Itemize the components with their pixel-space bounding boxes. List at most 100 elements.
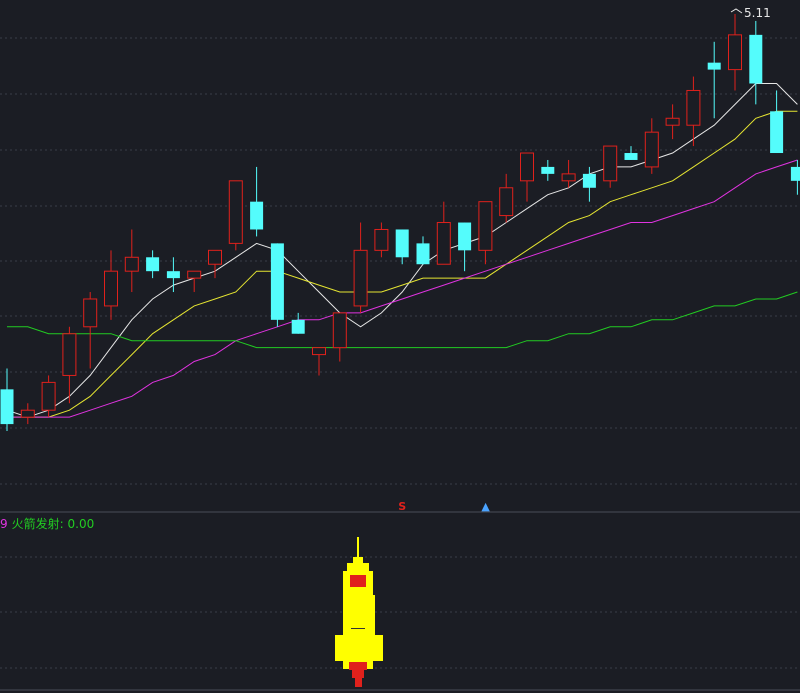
- rocket-window: [350, 575, 366, 587]
- rocket-icon: [335, 537, 383, 687]
- ma-line-0: [6, 83, 798, 418]
- indicator-number: 9: [0, 517, 8, 531]
- candle-11: [228, 180, 243, 251]
- candle-17: [353, 222, 368, 313]
- candle-6: [124, 229, 139, 293]
- candle-18: [374, 222, 389, 258]
- candle-body: [332, 312, 347, 349]
- ma-line-3: [7, 291, 798, 349]
- candle-body: [665, 117, 680, 126]
- candle-22: [458, 222, 472, 272]
- candle-body: [541, 166, 555, 174]
- candle-21: [436, 201, 451, 265]
- candle-0: [0, 368, 14, 432]
- candle-body: [124, 256, 139, 272]
- candle-28: [582, 166, 596, 202]
- candle-body: [582, 173, 596, 188]
- candle-14: [291, 312, 305, 334]
- candle-31: [644, 118, 659, 174]
- grid-lines: [0, 37, 800, 669]
- candle-body: [395, 229, 409, 258]
- candle-34: [707, 41, 721, 119]
- candle-29: [603, 145, 618, 188]
- signal-marker-0: S: [398, 500, 407, 513]
- candle-body: [728, 34, 742, 71]
- candle-body: [291, 319, 305, 334]
- moving-average-lines: [6, 83, 798, 418]
- candle-body: [208, 249, 222, 265]
- peak-price-label: 5.11: [744, 6, 771, 20]
- candle-body: [374, 228, 389, 251]
- candle-13: [270, 243, 284, 327]
- candle-body: [499, 187, 514, 217]
- signal-marker-1: ▲: [481, 500, 490, 513]
- candle-body: [644, 131, 659, 168]
- candle-body: [561, 173, 576, 182]
- rocket-fins: [335, 635, 383, 661]
- indicator-legend: 9 火箭发射: 0.00: [0, 515, 98, 532]
- candle-35: [728, 14, 742, 91]
- candle-33: [686, 76, 701, 147]
- candle-36: [749, 20, 763, 105]
- candle-5: [104, 250, 118, 320]
- candle-2: [41, 375, 56, 418]
- rocket-flame-tip: [355, 678, 362, 687]
- candle-7: [146, 250, 160, 279]
- ma-line-1: [7, 110, 798, 418]
- candle-37: [770, 90, 784, 154]
- candle-body: [20, 409, 35, 418]
- candle-body: [166, 271, 180, 279]
- rocket-antenna: [357, 537, 359, 557]
- candle-26: [541, 159, 555, 181]
- candle-8: [166, 257, 180, 293]
- candles: [0, 8, 800, 432]
- candle-body: [624, 153, 638, 160]
- candle-body: [686, 89, 701, 126]
- indicator-value: : 0.00: [59, 517, 95, 531]
- candle-body: [104, 270, 118, 307]
- candle-body: [353, 249, 368, 307]
- candle-body: [749, 34, 763, 84]
- candle-9: [187, 270, 202, 293]
- candle-4: [83, 292, 98, 369]
- candle-body: [478, 201, 493, 251]
- peak-pointer: [730, 8, 743, 14]
- candle-body: [458, 222, 472, 251]
- candle-25: [520, 152, 534, 202]
- candle-38: [790, 159, 800, 195]
- rocket-nose-tip: [353, 557, 363, 563]
- candle-24: [499, 173, 514, 223]
- candle-body: [707, 62, 721, 70]
- rocket-seam: [351, 628, 365, 629]
- rocket-flame-mid: [352, 670, 364, 678]
- candle-body: [770, 111, 784, 154]
- candle-body: [62, 333, 77, 376]
- candle-20: [416, 236, 430, 265]
- candle-1: [20, 403, 35, 425]
- candle-body: [187, 270, 202, 279]
- candle-body: [146, 257, 160, 272]
- candle-10: [208, 249, 222, 279]
- candle-body: [41, 381, 56, 411]
- indicator-name: 火箭发射: [11, 517, 60, 531]
- candle-19: [395, 229, 409, 265]
- candle-12: [250, 166, 264, 237]
- candle-body: [436, 222, 451, 265]
- candle-body: [520, 152, 534, 182]
- candle-32: [665, 104, 680, 140]
- candle-23: [478, 201, 493, 265]
- candle-body: [83, 298, 98, 328]
- candle-body: [270, 243, 284, 320]
- candle-body: [0, 389, 14, 425]
- candle-16: [332, 312, 347, 362]
- candle-body: [603, 145, 618, 182]
- candle-body: [790, 166, 800, 181]
- candle-body: [416, 243, 430, 265]
- ma-line-2: [7, 159, 798, 418]
- rocket-flame-top: [349, 662, 367, 670]
- candle-27: [561, 159, 576, 188]
- candle-body: [228, 180, 243, 244]
- candle-body: [312, 347, 326, 356]
